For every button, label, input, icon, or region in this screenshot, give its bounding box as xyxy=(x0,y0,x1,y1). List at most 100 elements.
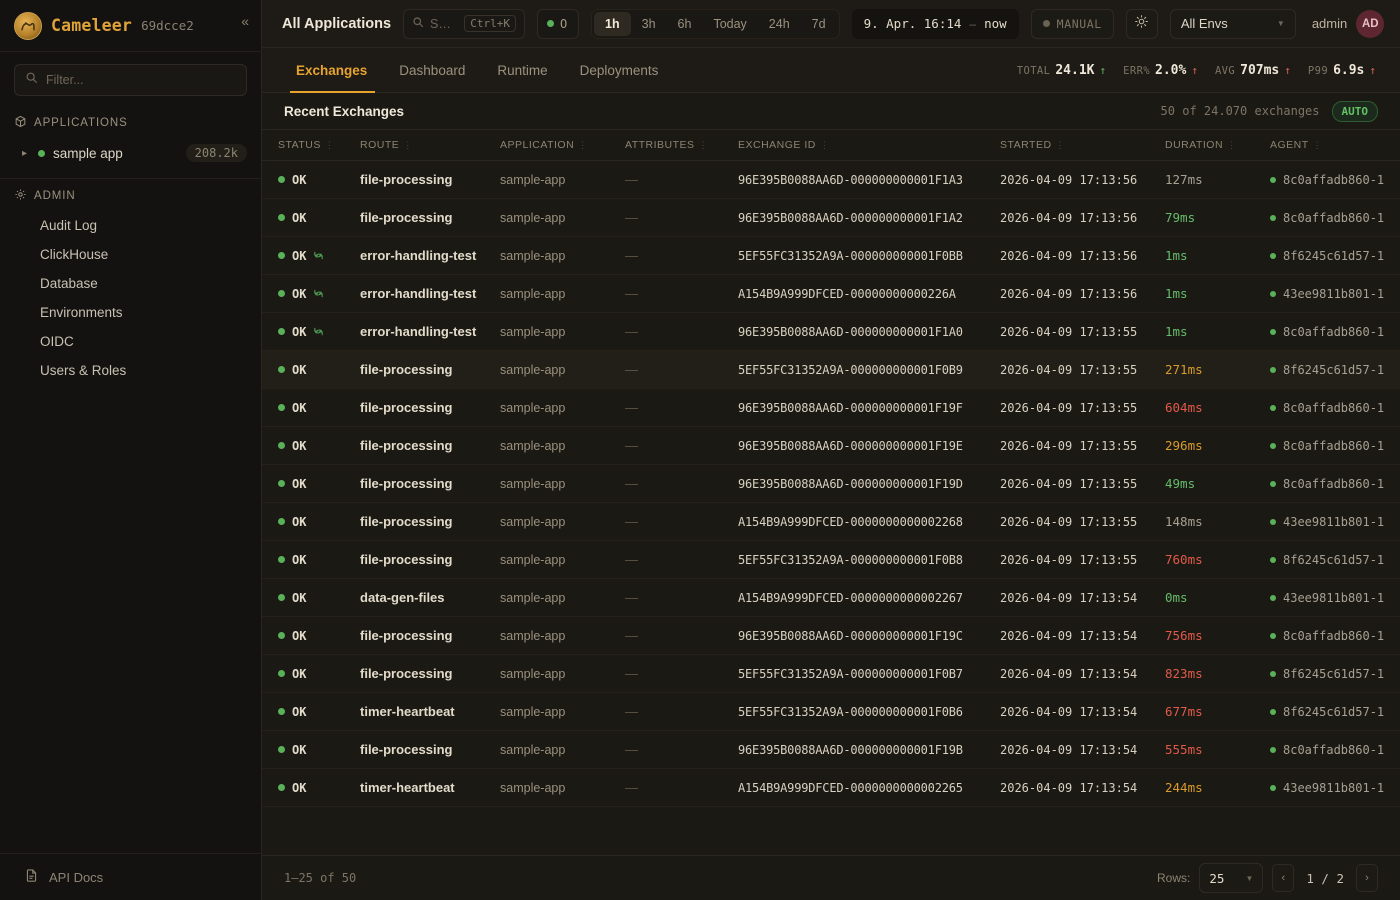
cell-duration: 127ms xyxy=(1165,160,1270,199)
cell-exchange-id[interactable]: 96E395B0088AA6D-000000000001F19C xyxy=(738,616,1000,655)
prev-page-button[interactable]: ‹ xyxy=(1272,864,1295,892)
cell-exchange-id[interactable]: 96E395B0088AA6D-000000000001F19E xyxy=(738,426,1000,465)
cell-application: sample-app xyxy=(500,768,625,807)
range-1h[interactable]: 1h xyxy=(594,11,631,36)
tab-dashboard[interactable]: Dashboard xyxy=(399,62,466,78)
sidebar-item-audit-log[interactable]: Audit Log xyxy=(40,218,98,233)
cell-exchange-id[interactable]: 96E395B0088AA6D-000000000001F1A3 xyxy=(738,160,1000,199)
exchanges-table-container: STATUS ⋮ ROUTE ⋮ APPLICATION ⋮ ATTRIBUTES ⋮ xyxy=(262,130,1400,855)
cell-route: file-processing xyxy=(360,464,500,503)
cell-exchange-id[interactable]: 96E395B0088AA6D-000000000001F19D xyxy=(738,464,1000,503)
attributes-label: — xyxy=(625,362,638,377)
tab-deployments[interactable]: Deployments xyxy=(579,62,659,78)
table-row[interactable]: OK file-processing sample-app — 96E395B0088A… xyxy=(262,198,1400,237)
cell-agent: 8c0affadb860-1 xyxy=(1270,426,1400,465)
sidebar-item-users-roles[interactable]: Users & Roles xyxy=(40,363,127,378)
application-label: sample-app xyxy=(500,780,566,795)
table-row[interactable]: OK file-processing sample-app — 96E395B0088A… xyxy=(262,616,1400,655)
global-search[interactable]: S… Ctrl+K xyxy=(403,8,526,39)
table-row[interactable]: OK file-processing sample-app — 96E395B0088A… xyxy=(262,388,1400,427)
column-header-exchange-id[interactable]: EXCHANGE ID ⋮ xyxy=(738,130,1000,161)
table-row[interactable]: OK file-processing sample-app — A154B9A999DF… xyxy=(262,502,1400,541)
cell-started: 2026-04-09 17:13:55 xyxy=(1000,312,1165,351)
table-row[interactable]: OK error-handling-test sample-app — 96E395B0… xyxy=(262,312,1400,351)
table-row[interactable]: OK file-processing sample-app — 5EF55FC31352… xyxy=(262,540,1400,579)
column-header-route[interactable]: ROUTE ⋮ xyxy=(360,130,500,161)
table-row[interactable]: OK error-handling-test sample-app — A154B9A9… xyxy=(262,274,1400,313)
column-header-status[interactable]: STATUS ⋮ xyxy=(262,130,360,161)
sidebar-filter[interactable] xyxy=(14,64,247,96)
sidebar-item-environments[interactable]: Environments xyxy=(40,305,123,320)
cell-route: error-handling-test xyxy=(360,312,500,351)
started-label: 2026-04-09 17:13:55 xyxy=(1000,552,1138,567)
search-value: S… xyxy=(430,16,451,31)
column-header-attributes[interactable]: ATTRIBUTES ⋮ xyxy=(625,130,738,161)
cell-status: OK xyxy=(262,768,360,807)
sidebar-item-sample-app[interactable]: ▸ sample app 208.2k xyxy=(0,138,261,168)
filter-input[interactable] xyxy=(46,73,236,87)
cell-started: 2026-04-09 17:13:56 xyxy=(1000,236,1165,275)
cell-agent: 43ee9811b801-1 xyxy=(1270,502,1400,541)
user-menu[interactable]: admin AD xyxy=(1312,9,1385,38)
application-label: sample-app xyxy=(500,742,566,757)
tab-runtime[interactable]: Runtime xyxy=(497,62,548,78)
column-header-agent[interactable]: AGENT ⋮ xyxy=(1270,130,1400,161)
theme-toggle-button[interactable] xyxy=(1125,8,1158,39)
cell-exchange-id[interactable]: 96E395B0088AA6D-000000000001F19B xyxy=(738,730,1000,769)
range-24h[interactable]: 24h xyxy=(768,16,790,31)
chevrons-left-icon[interactable]: « xyxy=(241,13,249,29)
cell-route: error-handling-test xyxy=(360,236,500,275)
table-row[interactable]: OK file-processing sample-app — 96E395B0088A… xyxy=(262,730,1400,769)
range-today[interactable]: Today xyxy=(713,16,747,31)
table-row[interactable]: OK file-processing sample-app — 5EF55FC31352… xyxy=(262,350,1400,389)
cell-exchange-id[interactable]: 5EF55FC31352A9A-000000000001F0B6 xyxy=(738,692,1000,731)
duration-label: 756ms xyxy=(1165,628,1203,643)
column-header-application[interactable]: APPLICATION ⋮ xyxy=(500,130,625,161)
sidebar-item-clickhouse[interactable]: ClickHouse xyxy=(40,247,109,262)
live-toggle[interactable]: O xyxy=(537,8,580,39)
table-row[interactable]: OK file-processing sample-app — 96E395B0088A… xyxy=(262,160,1400,199)
table-row[interactable]: OK timer-heartbeat sample-app — 5EF55FC31352… xyxy=(262,692,1400,731)
environment-select[interactable]: All Envs ▼ xyxy=(1169,8,1296,39)
cell-exchange-id[interactable]: A154B9A999DFCED-0000000000002268 xyxy=(738,502,1000,541)
auto-refresh-badge[interactable]: AUTO xyxy=(1331,100,1378,122)
sidebar-item-oidc[interactable]: OIDC xyxy=(40,334,74,349)
cell-exchange-id[interactable]: 96E395B0088AA6D-000000000001F1A2 xyxy=(738,198,1000,237)
table-row[interactable]: OK file-processing sample-app — 96E395B0088A… xyxy=(262,464,1400,503)
manual-refresh-toggle[interactable]: MANUAL xyxy=(1030,8,1114,39)
time-range-display[interactable]: 9. Apr. 16:14 – now xyxy=(851,8,1019,39)
range-3h[interactable]: 3h xyxy=(641,16,656,31)
application-label: sample-app xyxy=(500,666,566,681)
sidebar-item-database[interactable]: Database xyxy=(40,276,98,291)
next-page-button[interactable]: › xyxy=(1356,864,1378,892)
rows-per-page-select[interactable]: 25 ▼ xyxy=(1199,863,1264,893)
arrow-up-icon: ↑ xyxy=(1191,63,1198,77)
cell-exchange-id[interactable]: A154B9A999DFCED-00000000000226A xyxy=(738,274,1000,313)
cell-exchange-id[interactable]: A154B9A999DFCED-0000000000002267 xyxy=(738,578,1000,617)
table-row[interactable]: OK file-processing sample-app — 96E395B0088A… xyxy=(262,426,1400,465)
cell-duration: 760ms xyxy=(1165,540,1270,579)
document-icon xyxy=(24,868,39,886)
cell-exchange-id[interactable]: 5EF55FC31352A9A-000000000001F0B9 xyxy=(738,350,1000,389)
column-header-started[interactable]: STARTED ⋮ xyxy=(1000,130,1165,161)
cell-exchange-id[interactable]: 96E395B0088AA6D-000000000001F19F xyxy=(738,388,1000,427)
cell-exchange-id[interactable]: 5EF55FC31352A9A-000000000001F0B7 xyxy=(738,654,1000,693)
range-6h[interactable]: 6h xyxy=(677,16,692,31)
table-row[interactable]: OK file-processing sample-app — 5EF55FC31352… xyxy=(262,654,1400,693)
avatar[interactable]: AD xyxy=(1356,9,1385,38)
agent-label: 43ee9811b801-1 xyxy=(1283,590,1385,605)
table-row[interactable]: OK error-handling-test sample-app — 5EF55FC3… xyxy=(262,236,1400,275)
cell-exchange-id[interactable]: 5EF55FC31352A9A-000000000001F0B8 xyxy=(738,540,1000,579)
started-label: 2026-04-09 17:13:54 xyxy=(1000,780,1138,795)
cell-exchange-id[interactable]: 5EF55FC31352A9A-000000000001F0BB xyxy=(738,236,1000,275)
chevron-right-icon[interactable]: ▸ xyxy=(22,147,28,159)
table-row[interactable]: OK timer-heartbeat sample-app — A154B9A999DF… xyxy=(262,768,1400,807)
column-header-duration[interactable]: DURATION ⋮ xyxy=(1165,130,1270,161)
table-row[interactable]: OK data-gen-files sample-app — A154B9A999DFC… xyxy=(262,578,1400,617)
tab-exchanges[interactable]: Exchanges xyxy=(282,48,383,93)
cell-started: 2026-04-09 17:13:55 xyxy=(1000,540,1165,579)
range-7d[interactable]: 7d xyxy=(811,16,826,31)
cell-exchange-id[interactable]: A154B9A999DFCED-0000000000002265 xyxy=(738,768,1000,807)
cell-exchange-id[interactable]: 96E395B0088AA6D-000000000001F1A0 xyxy=(738,312,1000,351)
api-docs-link[interactable]: API Docs xyxy=(0,853,261,900)
